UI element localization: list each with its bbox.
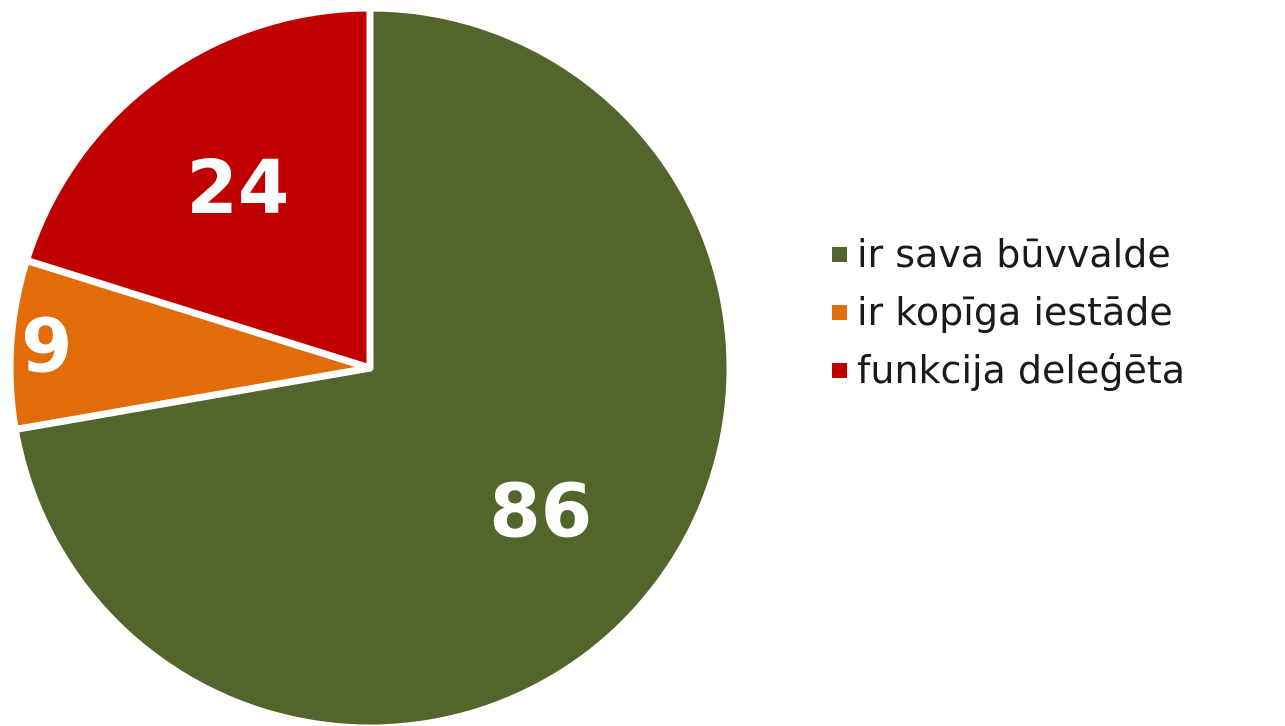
data-label-2: 24 — [186, 145, 289, 231]
legend-swatch-1 — [832, 304, 847, 320]
legend-label-2: funkcija deleģēta — [857, 348, 1186, 392]
legend-swatch-0 — [832, 246, 847, 262]
pie-data-labels: 86 9 24 — [21, 145, 592, 555]
legend-item-1: ir kopīga iestāde — [832, 288, 1282, 336]
legend: ir sava būvvalde ir kopīga iestāde funkc… — [832, 230, 1282, 404]
data-label-1: 9 — [21, 304, 73, 390]
pie-slices — [6, 4, 734, 726]
pie-chart: 86 9 24 — [6, 4, 734, 726]
legend-item-2: funkcija deleģēta — [832, 346, 1282, 394]
legend-item-0: ir sava būvvalde — [832, 230, 1282, 278]
legend-label-1: ir kopīga iestāde — [857, 290, 1173, 334]
pie-slice-1 — [6, 256, 374, 433]
data-label-0: 86 — [489, 469, 592, 555]
legend-swatch-2 — [832, 362, 847, 378]
legend-label-0: ir sava būvvalde — [857, 232, 1171, 276]
pie-slice-2 — [22, 4, 374, 372]
